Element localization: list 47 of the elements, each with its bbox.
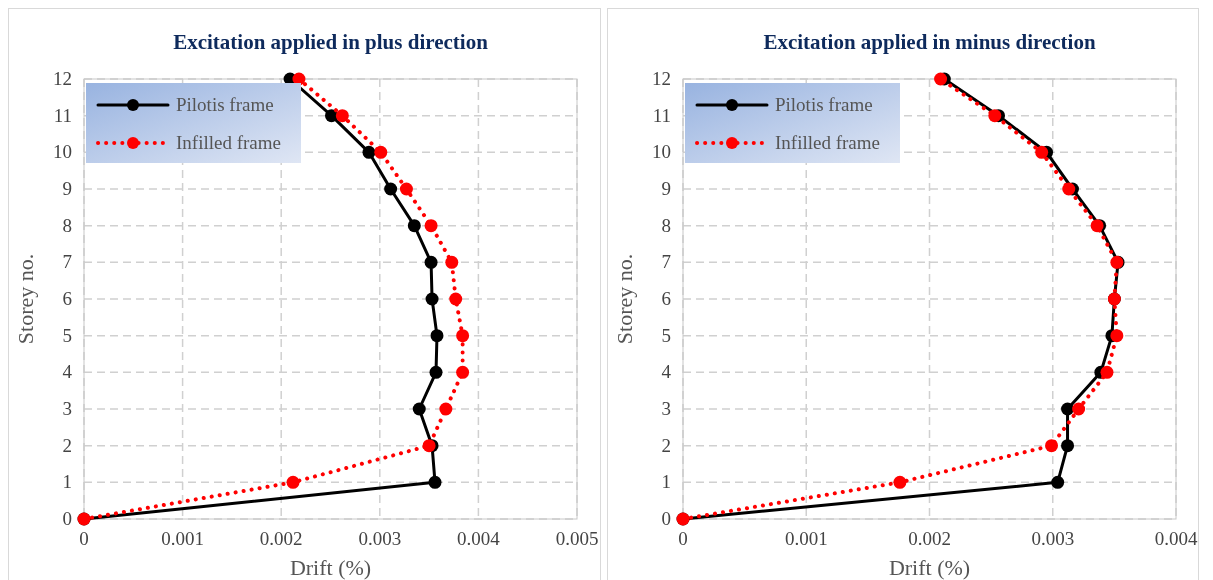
y-tick-label: 12 — [651, 68, 671, 89]
x-tick-label: 0.002 — [259, 528, 303, 549]
x-tick-label: 0.002 — [907, 528, 951, 549]
x-tick-label: 0.004 — [457, 528, 501, 549]
y-tick-label: 7 — [661, 251, 671, 273]
y-tick-label: 9 — [661, 178, 671, 199]
y-tick-label: 4 — [661, 361, 671, 383]
y-axis-title: Storey no. — [611, 253, 637, 345]
y-tick-label: 3 — [62, 398, 72, 419]
legend-label: Infilled frame — [774, 132, 880, 153]
y-tick-label: 11 — [652, 104, 671, 126]
x-tick-label: 0.005 — [555, 528, 599, 549]
chart-title: Excitation applied in minus direction — [762, 30, 1096, 54]
y-tick-label: 5 — [62, 324, 72, 346]
legend-label: Infilled frame — [176, 132, 281, 153]
x-axis-title: Drift (%) — [888, 555, 970, 580]
y-tick-label: 5 — [661, 324, 671, 346]
x-tick-label: 0 — [677, 528, 688, 549]
y-tick-label: 2 — [62, 434, 72, 456]
y-tick-label: 1 — [62, 471, 72, 493]
x-tick-label: 0 — [79, 528, 89, 549]
y-tick-label: 7 — [62, 251, 72, 273]
y-tick-label: 0 — [661, 508, 671, 529]
y-tick-label: 6 — [661, 288, 671, 309]
x-tick-label: 0.004 — [1154, 528, 1198, 549]
x-tick-label: 0.001 — [784, 528, 828, 549]
x-tick-label: 0.001 — [161, 528, 204, 549]
y-axis-title: Storey no. — [13, 253, 38, 345]
y-tick-label: 10 — [651, 141, 671, 163]
y-tick-label: 4 — [62, 361, 73, 383]
x-tick-label: 0.003 — [358, 528, 402, 549]
y-tick-label: 2 — [661, 434, 671, 456]
legend-label: Pilotis frame — [774, 94, 873, 115]
y-tick-label: 10 — [53, 141, 72, 163]
chart-title: Excitation applied in plus direction — [173, 30, 489, 54]
y-tick-label: 0 — [62, 508, 72, 529]
y-tick-label: 8 — [661, 214, 671, 236]
y-tick-label: 8 — [62, 214, 72, 236]
y-tick-label: 11 — [53, 104, 72, 126]
x-axis-title: Drift (%) — [289, 555, 372, 580]
y-tick-label: 3 — [661, 398, 671, 419]
y-tick-label: 12 — [53, 68, 72, 89]
y-tick-label: 6 — [62, 288, 72, 309]
x-tick-label: 0.003 — [1030, 528, 1074, 549]
y-tick-label: 9 — [62, 178, 72, 199]
legend-label: Pilotis frame — [176, 94, 274, 115]
y-tick-label: 1 — [661, 471, 671, 493]
